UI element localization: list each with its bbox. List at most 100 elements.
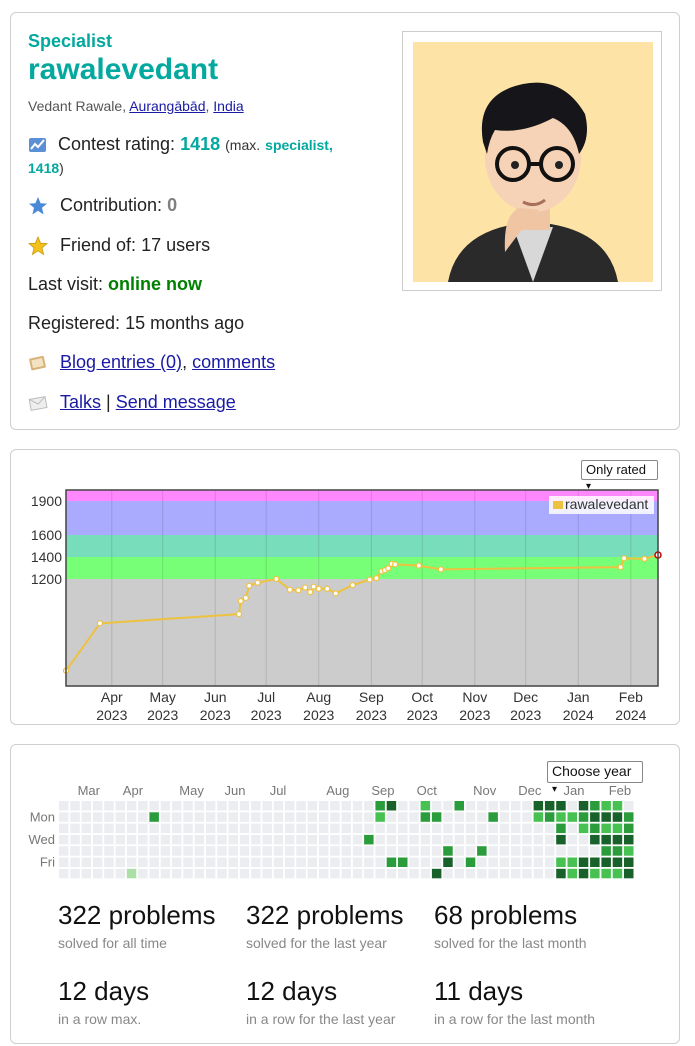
activity-day-cell[interactable] <box>239 812 250 822</box>
rating-point[interactable] <box>366 576 373 583</box>
rating-point[interactable] <box>307 589 314 596</box>
activity-day-cell[interactable] <box>511 812 521 822</box>
activity-day-cell[interactable] <box>431 834 442 845</box>
activity-day-cell[interactable] <box>612 823 623 834</box>
activity-day-cell[interactable] <box>431 801 442 811</box>
activity-day-cell[interactable] <box>217 834 227 845</box>
activity-day-cell[interactable] <box>465 801 476 811</box>
activity-day-cell[interactable] <box>262 834 272 845</box>
activity-day-cell[interactable] <box>398 846 408 856</box>
activity-day-cell[interactable] <box>160 812 171 822</box>
activity-day-cell[interactable] <box>386 857 397 868</box>
activity-day-cell[interactable] <box>217 846 227 856</box>
activity-day-cell[interactable] <box>522 812 532 822</box>
activity-day-cell[interactable] <box>578 868 589 879</box>
activity-day-cell[interactable] <box>624 868 634 879</box>
activity-day-cell[interactable] <box>228 801 239 811</box>
activity-day-cell[interactable] <box>341 834 352 845</box>
activity-day-cell[interactable] <box>70 834 80 845</box>
activity-day-cell[interactable] <box>92 857 103 868</box>
activity-day-cell[interactable] <box>375 868 385 879</box>
activity-day-cell[interactable] <box>251 812 261 822</box>
activity-day-cell[interactable] <box>567 823 578 834</box>
activity-day-cell[interactable] <box>612 846 623 856</box>
activity-day-cell[interactable] <box>228 812 239 822</box>
activity-day-cell[interactable] <box>330 857 340 868</box>
activity-day-cell[interactable] <box>217 801 227 811</box>
activity-day-cell[interactable] <box>624 801 634 811</box>
activity-day-cell[interactable] <box>194 857 205 868</box>
activity-day-cell[interactable] <box>285 823 295 834</box>
activity-day-cell[interactable] <box>556 823 566 834</box>
activity-day-cell[interactable] <box>601 812 611 822</box>
activity-day-cell[interactable] <box>138 812 148 822</box>
activity-day-cell[interactable] <box>544 834 555 845</box>
activity-day-cell[interactable] <box>511 857 521 868</box>
activity-day-cell[interactable] <box>251 823 261 834</box>
rating-point[interactable] <box>273 575 280 583</box>
activity-day-cell[interactable] <box>386 812 397 822</box>
activity-day-cell[interactable] <box>92 823 103 834</box>
activity-day-cell[interactable] <box>172 857 182 868</box>
activity-day-cell[interactable] <box>81 846 92 856</box>
activity-day-cell[interactable] <box>217 857 227 868</box>
activity-day-cell[interactable] <box>533 857 544 868</box>
activity-day-cell[interactable] <box>431 823 442 834</box>
rating-point[interactable] <box>96 620 104 627</box>
activity-day-cell[interactable] <box>217 812 227 822</box>
rating-point[interactable] <box>349 582 356 589</box>
activity-day-cell[interactable] <box>601 823 611 834</box>
activity-day-cell[interactable] <box>81 823 92 834</box>
activity-day-cell[interactable] <box>488 812 498 822</box>
activity-day-cell[interactable] <box>352 868 363 879</box>
rating-point[interactable] <box>302 584 309 591</box>
activity-day-cell[interactable] <box>533 834 544 845</box>
activity-day-cell[interactable] <box>228 868 239 879</box>
activity-day-cell[interactable] <box>104 834 114 845</box>
activity-day-cell[interactable] <box>115 857 126 868</box>
activity-day-cell[interactable] <box>420 812 431 822</box>
rating-point[interactable] <box>254 579 261 586</box>
activity-day-cell[interactable] <box>386 823 397 834</box>
activity-day-cell[interactable] <box>59 801 69 811</box>
activity-day-cell[interactable] <box>364 868 374 879</box>
activity-day-cell[interactable] <box>511 834 521 845</box>
only-rated-select[interactable]: Only rated ▾ <box>581 460 658 492</box>
activity-day-cell[interactable] <box>511 846 521 856</box>
activity-day-cell[interactable] <box>194 846 205 856</box>
activity-day-cell[interactable] <box>364 812 374 822</box>
activity-day-cell[interactable] <box>375 801 385 811</box>
activity-day-cell[interactable] <box>330 823 340 834</box>
activity-day-cell[interactable] <box>409 846 419 856</box>
activity-day-cell[interactable] <box>612 801 623 811</box>
activity-day-cell[interactable] <box>104 823 114 834</box>
activity-day-cell[interactable] <box>443 846 453 856</box>
activity-day-cell[interactable] <box>590 812 600 822</box>
activity-day-cell[interactable] <box>296 857 306 868</box>
activity-day-cell[interactable] <box>262 857 272 868</box>
rating-point[interactable] <box>391 561 399 568</box>
activity-day-cell[interactable] <box>443 812 453 822</box>
activity-day-cell[interactable] <box>70 823 80 834</box>
activity-day-cell[interactable] <box>375 834 385 845</box>
activity-day-cell[interactable] <box>578 846 589 856</box>
activity-day-cell[interactable] <box>70 857 80 868</box>
activity-day-cell[interactable] <box>81 834 92 845</box>
activity-day-cell[interactable] <box>70 812 80 822</box>
activity-day-cell[interactable] <box>194 823 205 834</box>
activity-day-cell[interactable] <box>567 834 578 845</box>
rating-point[interactable] <box>235 611 243 618</box>
activity-day-cell[interactable] <box>239 801 250 811</box>
choose-year-select[interactable]: Choose year ▾ <box>547 761 643 795</box>
activity-day-cell[interactable] <box>149 823 159 834</box>
activity-day-cell[interactable] <box>307 857 318 868</box>
activity-day-cell[interactable] <box>465 812 476 822</box>
activity-day-cell[interactable] <box>149 812 159 822</box>
activity-day-cell[interactable] <box>544 857 555 868</box>
activity-day-cell[interactable] <box>262 801 272 811</box>
activity-day-cell[interactable] <box>138 834 148 845</box>
activity-day-cell[interactable] <box>81 857 92 868</box>
rating-point[interactable] <box>617 564 624 571</box>
activity-day-cell[interactable] <box>92 868 103 879</box>
activity-day-cell[interactable] <box>454 834 465 845</box>
